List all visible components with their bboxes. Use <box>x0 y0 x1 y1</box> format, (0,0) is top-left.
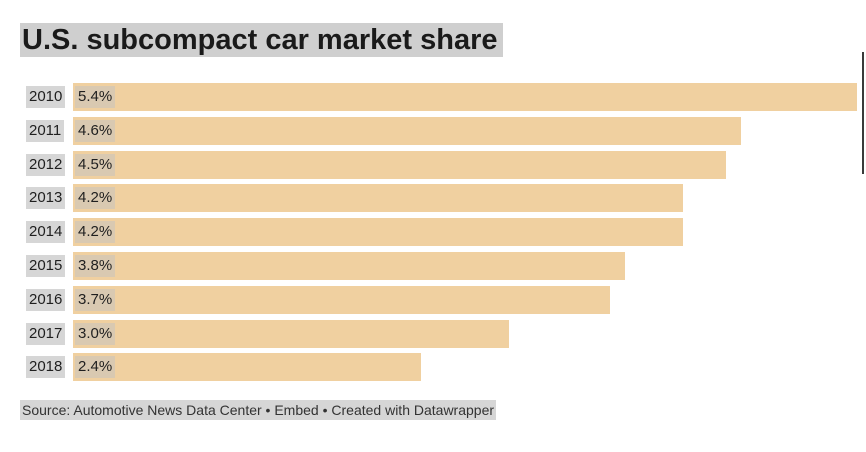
value-label: 4.2% <box>75 187 116 209</box>
bar-row: 2012 4.5% <box>0 151 866 179</box>
source-line: Source: Automotive News Data Center • Em… <box>20 400 497 420</box>
bar-row: 2018 2.4% <box>0 353 866 381</box>
value-label: 4.2% <box>75 221 116 243</box>
category-label: 2016 <box>26 289 66 311</box>
category-label: 2011 <box>26 120 65 142</box>
bar-row: 2016 3.7% <box>0 286 866 314</box>
bar <box>73 83 857 111</box>
chart-title: U.S. subcompact car market share <box>20 23 504 57</box>
value-label: 4.6% <box>75 120 116 142</box>
value-label: 3.7% <box>75 289 116 311</box>
bar <box>73 184 683 212</box>
category-label: 2013 <box>26 187 66 209</box>
bar <box>73 353 421 381</box>
bar-row: 2010 5.4% <box>0 83 866 111</box>
bar-row: 2011 4.6% <box>0 117 866 145</box>
category-label: 2018 <box>26 356 66 378</box>
bar <box>73 320 509 348</box>
value-label: 4.5% <box>75 154 116 176</box>
category-label: 2017 <box>26 323 66 345</box>
category-label: 2014 <box>26 221 66 243</box>
bar <box>73 252 625 280</box>
value-label: 5.4% <box>75 86 116 108</box>
bar-row: 2013 4.2% <box>0 184 866 212</box>
category-label: 2015 <box>26 255 66 277</box>
bar <box>73 218 683 246</box>
bar-row: 2014 4.2% <box>0 218 866 246</box>
edge-divider <box>862 52 864 174</box>
bar <box>73 117 741 145</box>
category-label: 2010 <box>26 86 66 108</box>
value-label: 3.8% <box>75 255 116 277</box>
value-label: 3.0% <box>75 323 116 345</box>
bar <box>73 286 610 314</box>
category-label: 2012 <box>26 154 66 176</box>
bar <box>73 151 726 179</box>
bar-row: 2017 3.0% <box>0 320 866 348</box>
bar-row: 2015 3.8% <box>0 252 866 280</box>
value-label: 2.4% <box>75 356 116 378</box>
